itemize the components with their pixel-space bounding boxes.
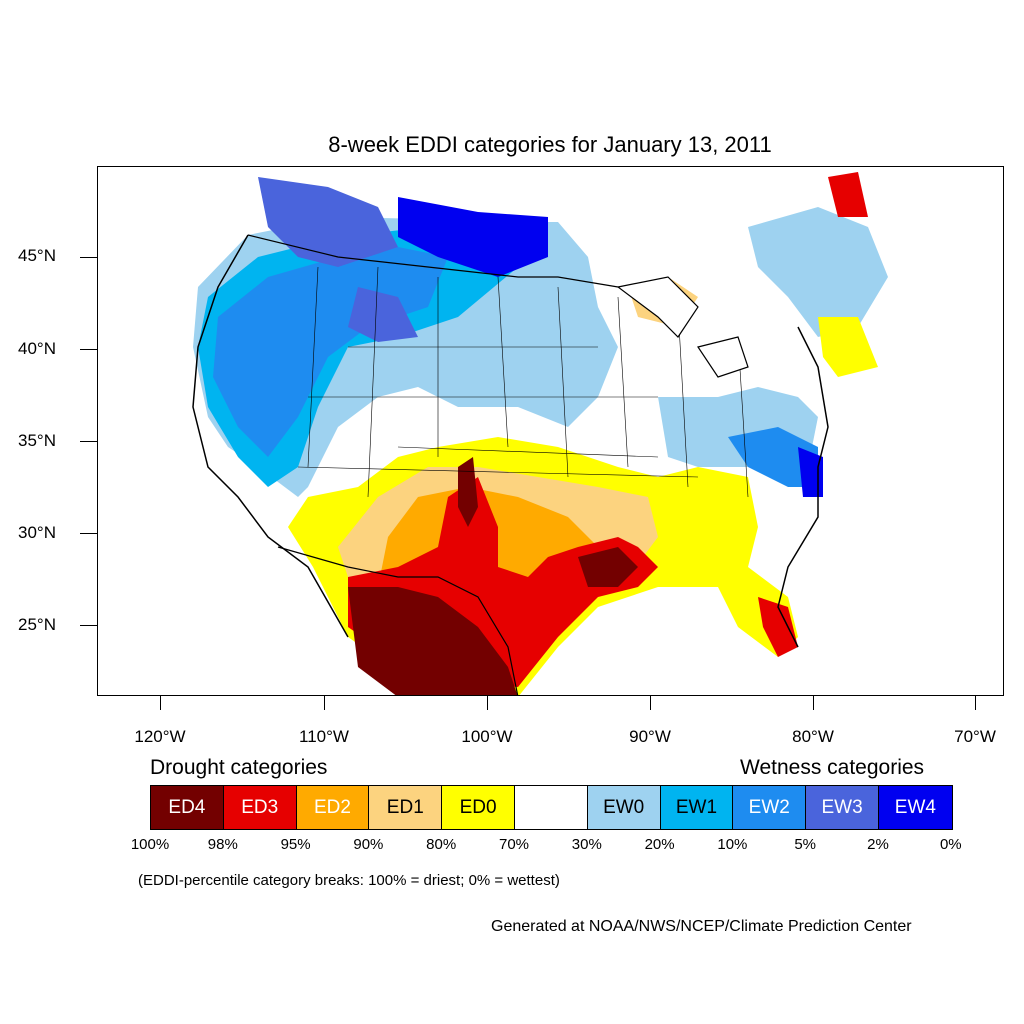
legend-box-ew4: EW4 — [878, 786, 952, 829]
category-note: (EDDI-percentile category breaks: 100% =… — [138, 872, 560, 889]
us-canada-border — [247, 234, 619, 288]
wetness-heading: Wetness categories — [740, 756, 925, 779]
legend-box-ed0: ED0 — [442, 786, 515, 829]
legend-box-ew1: EW1 — [660, 786, 734, 829]
lon-label-70: 70°W — [954, 727, 996, 746]
lon-tick — [813, 696, 814, 710]
legend-bar: ED4 ED3 ED2 ED1 ED0 EW0 EW1 EW2 EW3 EW4 — [150, 785, 953, 830]
lat-label-25: 25°N — [18, 615, 56, 634]
coastline — [192, 234, 829, 648]
legend-box-ew0: EW0 — [587, 786, 661, 829]
eddi-map — [97, 166, 1004, 696]
lon-label-80: 80°W — [792, 727, 834, 746]
legend-box-ed3: ED3 — [223, 786, 297, 829]
legend-break-label: 2% — [867, 836, 889, 853]
lon-label-90: 90°W — [629, 727, 671, 746]
lon-tick — [975, 696, 976, 710]
region-ed3-maine — [828, 172, 868, 217]
legend-break-label: 0% — [939, 836, 962, 853]
us-mexico-border — [277, 546, 519, 695]
lon-tick — [650, 696, 651, 710]
legend-break-label: 10% — [717, 836, 748, 853]
lat-tick — [80, 349, 97, 350]
state-lines — [297, 266, 749, 498]
lat-label-40: 40°N — [18, 339, 56, 358]
lon-label-120: 120°W — [134, 727, 186, 746]
legend-box-neutral — [514, 786, 588, 829]
legend-box-ew3: EW3 — [806, 786, 879, 829]
region-ew3-west — [258, 177, 398, 267]
legend-box-ed1: ED1 — [369, 786, 443, 829]
region-ew3-north — [348, 287, 418, 342]
legend-box-ew2: EW2 — [733, 786, 807, 829]
region-ed4-tx — [458, 457, 478, 527]
lon-label-100: 100°W — [461, 727, 513, 746]
region-ew2-east — [728, 427, 818, 487]
legend-break-label: 20% — [644, 836, 675, 853]
region-ew0-northeast — [748, 207, 888, 337]
legend-break-label: 70% — [498, 836, 530, 853]
legend-box-ed2: ED2 — [296, 786, 370, 829]
eddi-map-svg — [192, 172, 888, 695]
lat-tick — [80, 625, 97, 626]
region-ed3-fl — [758, 597, 798, 657]
region-ed4 — [348, 587, 518, 695]
lon-tick — [160, 696, 161, 710]
map-title: 8-week EDDI categories for January 13, 2… — [328, 132, 772, 157]
lat-tick — [80, 257, 97, 258]
credit-line: Generated at NOAA/NWS/NCEP/Climate Predi… — [491, 918, 912, 935]
lat-label-45: 45°N — [18, 246, 56, 265]
region-ew4-east — [798, 447, 823, 497]
drought-heading: Drought categories — [150, 756, 328, 779]
legend-break-label: 30% — [571, 836, 602, 853]
lat-label-35: 35°N — [18, 431, 56, 450]
legend-break-label: 95% — [280, 836, 311, 853]
lon-tick — [324, 696, 325, 710]
region-ed0-ne — [818, 317, 878, 377]
lon-tick — [487, 696, 488, 710]
legend-break-label: 90% — [353, 836, 384, 853]
lon-label-110: 110°W — [299, 727, 349, 746]
legend-break-label: 80% — [426, 836, 457, 853]
region-ed4-la — [578, 547, 638, 587]
lat-tick — [80, 441, 97, 442]
legend-break-label: 100% — [130, 836, 170, 853]
legend-break-label: 5% — [794, 836, 817, 853]
region-ew4-north — [398, 197, 548, 277]
legend-box-ed4: ED4 — [151, 786, 224, 829]
lat-label-30: 30°N — [18, 523, 56, 542]
great-lakes — [616, 276, 749, 378]
lat-tick — [80, 533, 97, 534]
legend-break-label: 98% — [207, 836, 238, 853]
